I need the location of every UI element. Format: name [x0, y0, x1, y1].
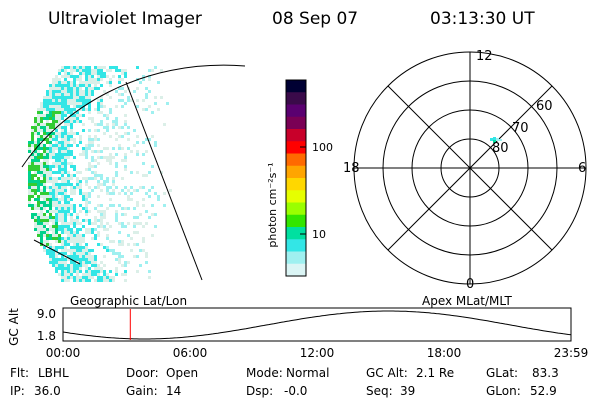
colorbar-cell	[286, 178, 306, 191]
x-tick-1200: 12:00	[300, 346, 335, 360]
x-tick-2359: 23:59	[554, 346, 589, 360]
colorbar-gradient	[286, 80, 306, 277]
mlt-label-6: 6	[578, 161, 586, 176]
timeline-y-axis-title: GC Alt	[7, 308, 21, 346]
status-gcalt-key: GC Alt:	[366, 366, 408, 380]
status-seq-key: Seq:	[366, 384, 393, 398]
status-door-key: Door:	[126, 366, 159, 380]
status-dsp-value: -0.0	[284, 384, 307, 398]
auroral-emission-image	[28, 66, 172, 282]
timeline-left-title: Geographic Lat/Lon	[70, 294, 187, 308]
mlt-label-12: 12	[476, 49, 493, 64]
lat-label-60: 60	[536, 99, 553, 114]
timeline-frame	[62, 307, 572, 342]
lat-label-70: 70	[512, 121, 529, 136]
status-glat-key: GLat:	[486, 366, 518, 380]
status-glon-value: 52.9	[530, 384, 557, 398]
orbit-timeline: Geographic Lat/Lon Apex MLat/MLT GC Alt …	[7, 294, 588, 360]
x-tick-1800: 18:00	[427, 346, 462, 360]
status-gain-key: Gain:	[126, 384, 158, 398]
geographic-parallel-line	[33, 239, 81, 265]
status-gain-value: 14	[166, 384, 181, 398]
status-gcalt-value: 2.1 Re	[416, 366, 454, 380]
geographic-meridian-line	[125, 81, 203, 281]
date-label: 08 Sep 07	[272, 9, 358, 29]
colorbar-cell	[286, 153, 306, 167]
timeline-y-tick-low: 1.8	[37, 329, 56, 343]
x-tick-0000: 00:00	[46, 346, 81, 360]
colorbar-cell	[286, 190, 306, 204]
colorbar-cell	[286, 251, 306, 265]
colorbar-cell	[286, 202, 306, 216]
timeline-right-title: Apex MLat/MLT	[422, 294, 512, 308]
status-mode-value: Normal	[286, 366, 329, 380]
timeline-x-ticks: 00:00 06:00 12:00 18:00 23:59	[46, 346, 589, 360]
status-glon-key: GLon:	[486, 384, 521, 398]
time-label: 03:13:30 UT	[430, 9, 535, 29]
geographic-grid-line	[21, 64, 246, 168]
status-ip-key: IP:	[10, 384, 25, 398]
mlt-label-0: 0	[466, 277, 474, 292]
status-mode-key: Mode:	[246, 366, 283, 380]
header: Ultraviolet Imager 08 Sep 07 03:13:30 UT	[48, 9, 535, 29]
status-flt-key: Flt:	[10, 366, 29, 380]
status-glat-value: 83.3	[532, 366, 559, 380]
status-panel: Flt: LBHL Door: Open Mode: Normal GC Alt…	[10, 366, 559, 398]
colorbar-tick-label-10: 10	[312, 228, 326, 241]
timeline-y-tick-high: 9.0	[37, 307, 56, 321]
colorbar-frame	[285, 79, 307, 277]
colorbar-cell	[286, 80, 306, 93]
colorbar-cell	[286, 92, 306, 106]
lat-label-80: 80	[492, 141, 509, 156]
colorbar: 100 10 photon cm⁻²s⁻¹	[266, 79, 333, 277]
colorbar-unit-label: photon cm⁻²s⁻¹	[266, 162, 279, 247]
status-flt-value: LBHL	[38, 366, 69, 380]
instrument-title: Ultraviolet Imager	[48, 9, 202, 29]
status-ip-value: 36.0	[34, 384, 61, 398]
magnetic-polar-plot: 12 18 6 0 60 70 80	[343, 49, 587, 292]
status-seq-value: 39	[400, 384, 415, 398]
x-tick-0600: 06:00	[173, 346, 208, 360]
colorbar-cell	[286, 227, 306, 240]
colorbar-cell	[286, 116, 306, 130]
status-door-value: Open	[166, 366, 198, 380]
altitude-curve	[62, 310, 572, 340]
colorbar-cell	[286, 129, 306, 142]
colorbar-cell	[286, 141, 306, 155]
colorbar-cell	[286, 104, 306, 118]
colorbar-cell	[286, 214, 306, 228]
polar-line-diagonal-2	[387, 85, 553, 251]
colorbar-cell	[286, 239, 306, 253]
polar-emission-spot	[490, 137, 502, 143]
colorbar-cell	[286, 165, 306, 179]
colorbar-cell	[286, 263, 306, 277]
mlt-label-18: 18	[343, 161, 360, 176]
geographic-image-panel	[21, 64, 246, 282]
status-dsp-key: Dsp:	[246, 384, 273, 398]
colorbar-tick-label-100: 100	[312, 141, 333, 154]
